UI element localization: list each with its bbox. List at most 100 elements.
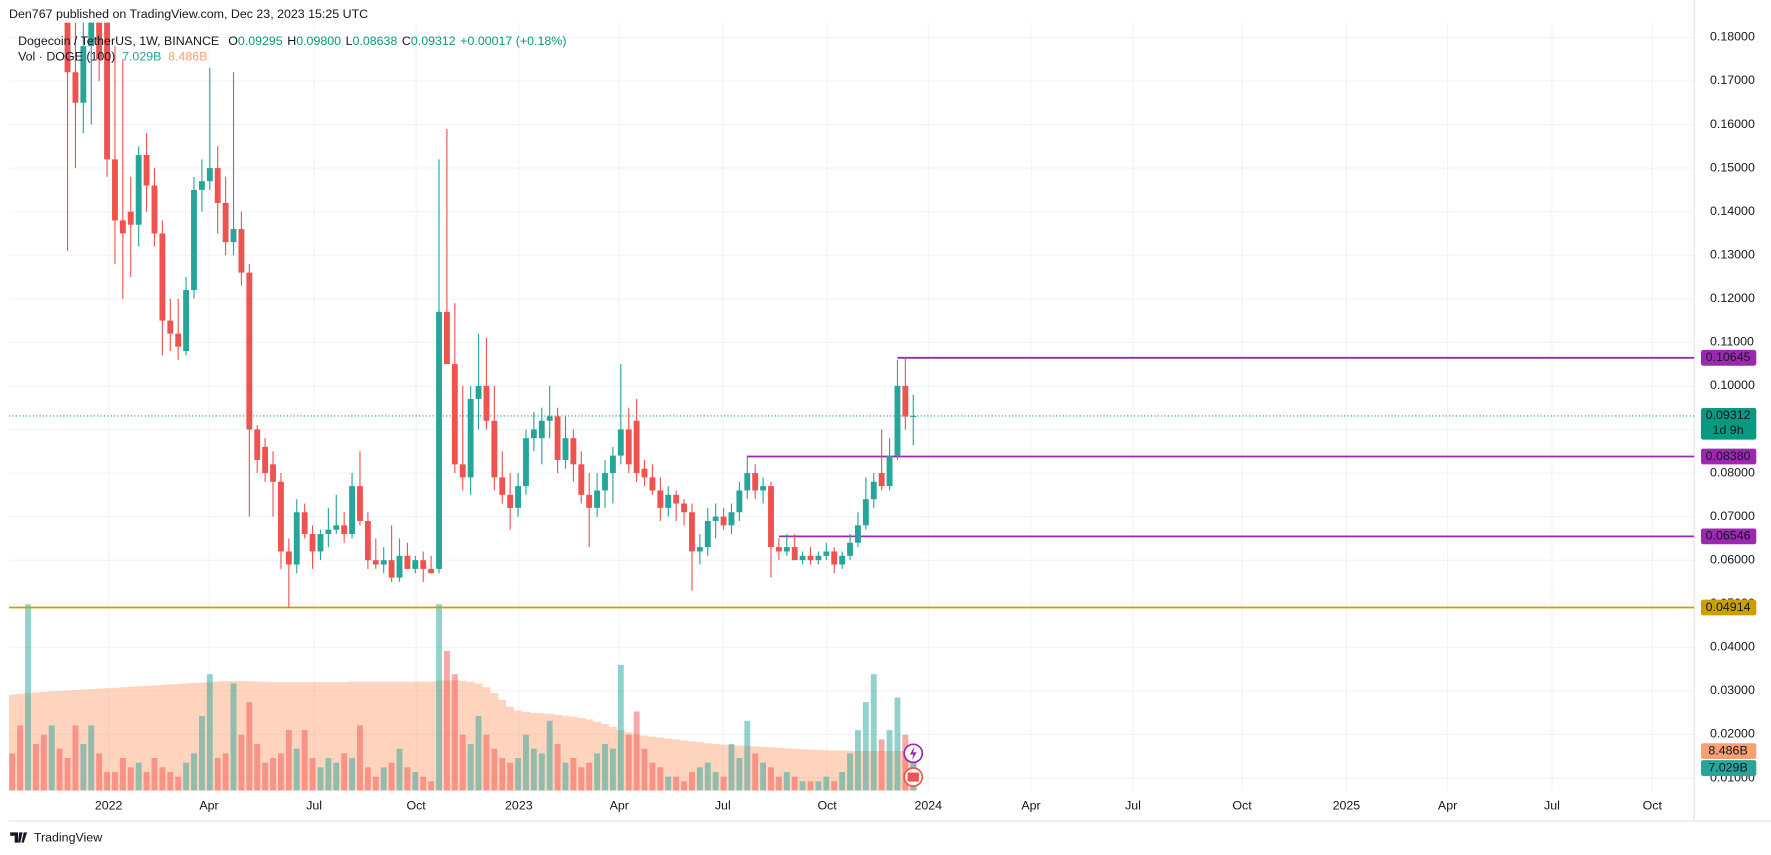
legend-key: H [287, 34, 296, 48]
volume-bar [609, 748, 616, 791]
candle-body [104, 22, 110, 160]
volume-bar [214, 758, 221, 791]
candle-body [183, 290, 190, 352]
volume-ma-tag: 8.486B [1708, 743, 1747, 757]
x-tick-label: 2023 [505, 799, 533, 813]
legend-key: L [346, 34, 353, 48]
volume-bar [870, 674, 877, 791]
candle-body [380, 560, 387, 565]
y-tick-label: 0.08000 [1710, 465, 1755, 479]
candle-body [728, 512, 735, 526]
volume-legend-value: 7.029B [122, 50, 161, 64]
volume-bar [886, 730, 893, 791]
candle-body [88, 22, 95, 47]
last-price-tag-bg [1700, 407, 1757, 440]
candle-body [507, 494, 514, 508]
volume-bar [349, 758, 356, 791]
volume-bar [617, 664, 624, 791]
volume-bar [317, 767, 324, 791]
volume-bar [396, 748, 403, 791]
candle-body [349, 486, 356, 535]
candle-body [696, 547, 703, 552]
x-tick-label: Apr [199, 799, 218, 813]
volume-tag-bg [1700, 760, 1757, 776]
candle-body [546, 416, 553, 421]
volume-bar [96, 753, 103, 791]
x-tick-label: 2022 [95, 799, 123, 813]
candle-body [475, 385, 482, 399]
logo-text: TradingView [34, 830, 102, 844]
volume-bar [839, 771, 846, 791]
y-tick-label: 0.15000 [1710, 160, 1755, 174]
candle-body [388, 560, 395, 578]
candle-body [357, 486, 363, 521]
volume-bar [625, 734, 632, 791]
volume-bar [80, 744, 87, 791]
candle-body [625, 429, 632, 465]
volume-bar [720, 776, 727, 791]
candle-body [530, 429, 537, 439]
x-tick-label: Jul [1125, 799, 1141, 813]
volume-bar [278, 753, 284, 791]
volume-bar [420, 776, 427, 791]
volume-bar [293, 748, 300, 791]
volume-bar [112, 771, 118, 791]
volume-bar [17, 725, 24, 791]
volume-bar [246, 702, 253, 791]
volume-bar [238, 734, 245, 791]
volume-bar [902, 734, 909, 791]
volume-tag: 7.029B [1708, 760, 1747, 774]
candle-body [744, 473, 751, 491]
candle-body [404, 555, 411, 569]
candle-body [523, 438, 529, 487]
volume-bar [56, 748, 63, 791]
volume-bar [175, 776, 182, 791]
candle-body [847, 542, 853, 556]
volume-bar [681, 781, 687, 791]
candle-body [309, 534, 316, 552]
y-tick-label: 0.04000 [1710, 640, 1755, 654]
legend-line: Dogecoin / TetherUS, 1W, BINANCE O0.09295… [18, 34, 566, 48]
candle-body [222, 202, 229, 243]
publisher: Den767 published on TradingView.com, Dec… [9, 7, 368, 21]
candle-body [855, 525, 861, 543]
candle-body [436, 311, 442, 569]
volume-bar [783, 771, 790, 791]
x-tick-label: Jul [1544, 799, 1560, 813]
candle-body [262, 446, 269, 474]
candle-body [586, 494, 593, 508]
volume-bar [546, 720, 553, 791]
volume-bar [309, 758, 316, 791]
candle-body [246, 272, 253, 430]
candle-body [206, 168, 213, 182]
x-tick-label: 2024 [914, 799, 942, 813]
level-tag-bg [1700, 349, 1757, 366]
candle-body [775, 547, 782, 552]
volume-bar [483, 734, 490, 791]
volume-bar [712, 771, 719, 791]
candle-body [372, 560, 379, 565]
volume-bar [25, 604, 31, 791]
volume-bar [467, 744, 474, 791]
volume-bar [364, 767, 371, 791]
y-tick-label: 0.11000 [1710, 335, 1754, 349]
candle-body [96, 22, 103, 60]
volume-bar [633, 711, 640, 791]
candle-body [443, 311, 450, 365]
volume-bar [657, 767, 664, 791]
volume-bar [9, 753, 16, 791]
candle-body [910, 415, 917, 418]
level-tag: 0.08380 [1706, 449, 1751, 463]
volume-bar [570, 758, 577, 791]
candle-body [285, 551, 292, 565]
volume-bar [665, 776, 672, 791]
legend-value: 0.09800 [296, 34, 341, 48]
volume-legend: Vol · DOGE (100) 7.029B 8.486B [18, 50, 207, 64]
volume-ma-tag-bg [1700, 743, 1757, 760]
volume-bar [760, 762, 767, 791]
volume-bar [270, 758, 276, 791]
volume-bar [752, 753, 759, 791]
candle-body [143, 155, 150, 186]
volume-bar [499, 758, 506, 791]
legend-value: 0.09295 [238, 34, 283, 48]
